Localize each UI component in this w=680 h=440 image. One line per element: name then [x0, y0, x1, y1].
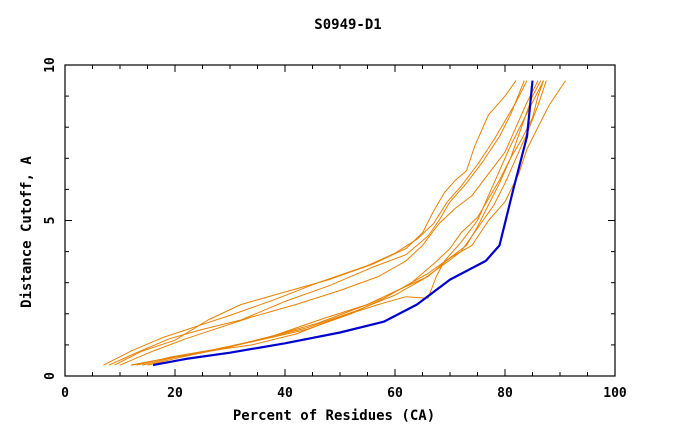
x-axis-label: Percent of Residues (CA) — [233, 408, 435, 424]
y-axis-label: Distance Cutoff, A — [19, 156, 35, 308]
y-tick-label: 10 — [43, 57, 58, 73]
axes-frame — [64, 64, 616, 377]
y-tick-label: 5 — [43, 217, 58, 225]
series-line-9 — [130, 80, 544, 366]
series-line-1 — [103, 80, 528, 366]
x-tick-label: 20 — [167, 386, 183, 401]
series-line-highlight — [152, 80, 534, 367]
series-line-7 — [141, 80, 544, 366]
series-line-8 — [147, 80, 566, 366]
x-tick-label: 0 — [61, 386, 69, 401]
series-line-2 — [108, 80, 525, 366]
x-tick-label: 80 — [497, 386, 513, 401]
series-layer — [103, 80, 566, 367]
axis-ticks: 0 20 40 60 80 100 0 5 10 — [43, 57, 627, 401]
chart-title: S0949-D1 — [314, 17, 381, 33]
plot-frame — [64, 64, 616, 377]
x-tick-label: 40 — [277, 386, 293, 401]
series-line-3 — [114, 80, 517, 366]
y-tick-label: 0 — [43, 372, 58, 380]
x-tick-label: 100 — [603, 386, 627, 401]
series-line-4 — [119, 80, 539, 366]
x-tick-label: 60 — [387, 386, 403, 401]
